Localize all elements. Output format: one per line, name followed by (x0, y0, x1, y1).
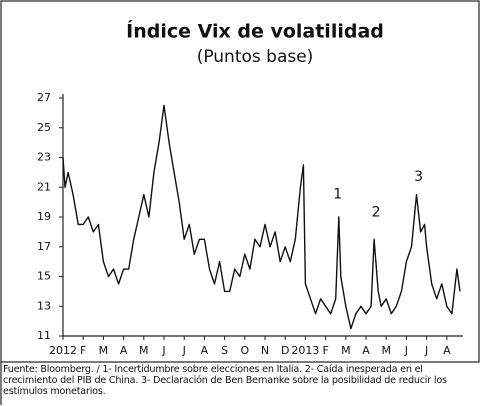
annotation: 3 (414, 169, 423, 185)
annotation: 1 (333, 187, 342, 203)
x-tick-label: J (182, 344, 186, 357)
y-tick-label: 27 (37, 91, 51, 104)
y-tick-label: 13 (37, 299, 51, 312)
vix-line (62, 104, 461, 330)
x-tick-label: M (139, 344, 149, 357)
y-tick-label: 15 (37, 270, 51, 283)
x-tick-label: J (404, 344, 408, 357)
x-tick-label: M (381, 344, 391, 357)
x-tick-label: A (362, 344, 370, 357)
frame (0, 0, 480, 363)
x-tick-label: M (341, 344, 351, 357)
x-tick-label: J (424, 344, 428, 357)
y-tick-label: 19 (37, 210, 51, 223)
y-tick-label: 11 (37, 329, 51, 342)
x-tick-label: S (221, 344, 228, 357)
x-tick-label: J (161, 344, 165, 357)
y-tick-label: 21 (37, 180, 51, 193)
footnote: Fuente: Bloomberg. / 1- Incertidumbre so… (3, 364, 447, 397)
annotation: 2 (372, 205, 381, 221)
x-tick-label: O (240, 344, 249, 357)
y-tick-label: 17 (37, 240, 51, 253)
x-tick-label: F (80, 344, 86, 357)
x-tick-label: N (261, 344, 269, 357)
x-tick-label: 2013 (291, 344, 319, 357)
x-tick-label: D (281, 344, 289, 357)
chart-title: Índice Vix de volatilidad (126, 20, 384, 43)
chart-subtitle: (Puntos base) (197, 47, 314, 67)
x-tick-label: A (443, 344, 451, 357)
x-tick-label: M (99, 344, 109, 357)
x-tick-label: A (201, 344, 209, 357)
x-tick-label: 2012 (49, 344, 77, 357)
x-tick-label: A (120, 344, 128, 357)
x-tick-label: F (322, 344, 328, 357)
y-tick-label: 25 (37, 121, 51, 134)
y-tick-label: 23 (37, 151, 51, 164)
